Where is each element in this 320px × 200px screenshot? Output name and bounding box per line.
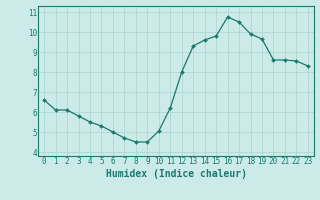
X-axis label: Humidex (Indice chaleur): Humidex (Indice chaleur) [106, 169, 246, 179]
